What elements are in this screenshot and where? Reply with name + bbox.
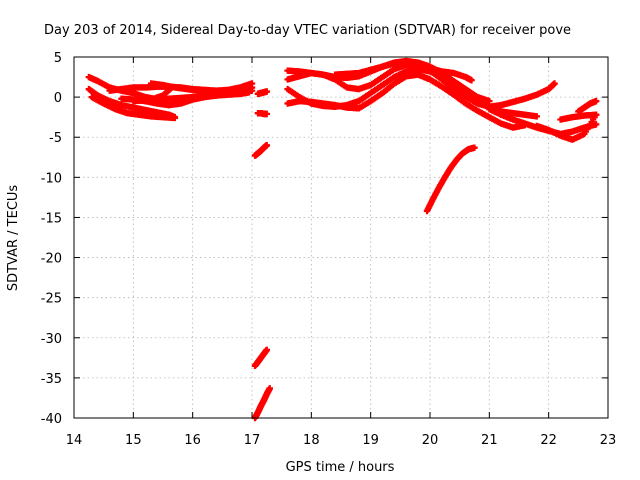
data-point <box>266 385 273 392</box>
x-tick-label: 18 <box>303 433 320 448</box>
series-track-19 <box>486 105 600 138</box>
series-track-17 <box>331 60 475 84</box>
tick-labels: 14 15 16 17 18 19 20 21 22 23 5 0 -5 -10 -15 -20 -25 -30 -… <box>41 51 617 448</box>
series-track-3 <box>88 93 179 122</box>
data-point <box>263 346 271 354</box>
y-tick-label: -35 <box>41 372 62 387</box>
y-tick-label: 5 <box>54 51 62 66</box>
series-track-7 <box>130 89 253 105</box>
data-point <box>471 144 478 151</box>
y-tick-label: -40 <box>41 412 62 427</box>
y-tick-label: -20 <box>41 252 62 267</box>
grid-lines <box>74 57 608 418</box>
x-tick-label: 20 <box>422 433 439 448</box>
series-track-21 <box>557 111 600 123</box>
y-tick-label: -25 <box>41 292 62 307</box>
chart-title: Day 203 of 2014, Sidereal Day-to-day VTE… <box>44 23 571 38</box>
data-points <box>85 57 600 422</box>
y-tick-label: -30 <box>41 332 62 347</box>
data-point <box>592 111 600 118</box>
x-tick-label: 22 <box>540 433 557 448</box>
data-point <box>486 97 493 105</box>
x-tick-label: 21 <box>481 433 498 448</box>
data-point <box>245 89 253 96</box>
axis-ticks <box>73 56 609 419</box>
data-point <box>263 142 271 149</box>
x-tick-label: 14 <box>66 433 83 448</box>
series-track-20 <box>533 111 600 143</box>
x-tick-label: 19 <box>362 433 379 448</box>
y-tick-label: 0 <box>54 91 62 106</box>
data-point <box>592 97 600 105</box>
x-tick-label: 16 <box>184 433 201 448</box>
data-point <box>468 77 475 84</box>
y-tick-label: -15 <box>41 211 62 226</box>
x-axis-label: GPS time / hours <box>286 460 395 475</box>
data-point <box>551 80 558 87</box>
x-tick-label: 15 <box>125 433 142 448</box>
data-point <box>533 113 540 120</box>
plot-frame <box>73 56 609 419</box>
data-point <box>263 110 271 118</box>
series-track-11 <box>251 346 271 370</box>
series-track-10 <box>251 142 271 159</box>
y-tick-label: -10 <box>41 171 62 186</box>
data-point <box>171 114 179 122</box>
series-track-8 <box>254 88 271 98</box>
x-tick-label: 23 <box>600 433 617 448</box>
x-tick-label: 17 <box>244 433 261 448</box>
series-track-9 <box>254 109 271 118</box>
y-tick-label: -5 <box>49 131 62 146</box>
series-track-12 <box>251 385 273 422</box>
data-point <box>592 121 600 128</box>
series-track-22 <box>575 97 600 115</box>
y-axis-label: SDTVAR / TECUs <box>6 185 21 292</box>
data-point <box>263 88 271 95</box>
series-track-16 <box>284 71 529 131</box>
series-track-18 <box>423 144 478 215</box>
